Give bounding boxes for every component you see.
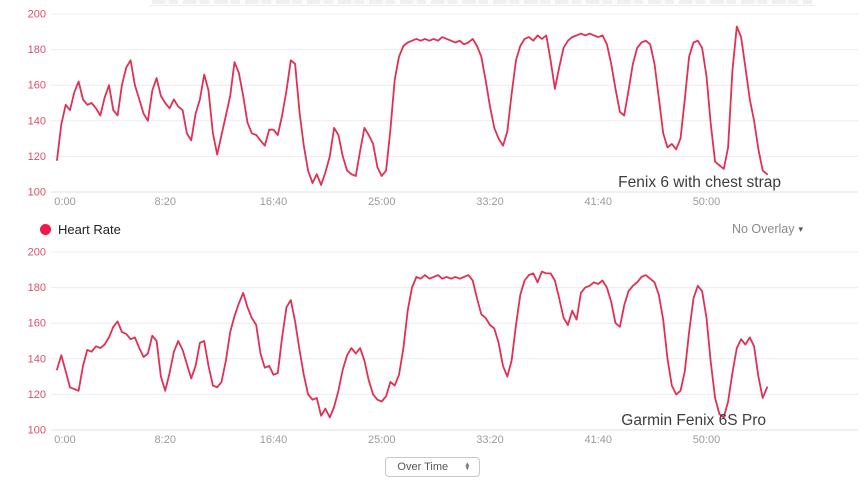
heart-rate-legend-label: Heart Rate bbox=[58, 221, 121, 237]
legend-row: Heart Rate No Overlay ▾ bbox=[0, 212, 865, 246]
y-tick-label: 120 bbox=[28, 389, 46, 401]
y-tick-label: 180 bbox=[28, 282, 46, 294]
x-tick-label: 41:40 bbox=[584, 434, 612, 446]
x-tick-label: 33:20 bbox=[476, 196, 504, 208]
x-tick-label: 8:20 bbox=[155, 434, 176, 446]
x-tick-label: 50:00 bbox=[693, 434, 721, 446]
y-tick-label: 140 bbox=[28, 353, 46, 365]
heart-rate-dot-icon bbox=[40, 223, 51, 235]
heart-rate-legend: Heart Rate bbox=[40, 222, 121, 237]
x-tick-label: 16:40 bbox=[260, 434, 288, 446]
overlay-dropdown[interactable]: No Overlay ▾ bbox=[732, 222, 803, 236]
x-tick-label: 8:20 bbox=[155, 196, 176, 208]
clipped-header-remnant bbox=[152, 0, 812, 4]
x-tick-label: 41:40 bbox=[584, 196, 612, 208]
chevron-down-icon: ▾ bbox=[798, 223, 803, 234]
y-tick-label: 120 bbox=[28, 151, 46, 163]
x-tick-label: 25:00 bbox=[368, 434, 396, 446]
y-tick-label: 100 bbox=[28, 187, 46, 199]
heart-rate-line bbox=[56, 25, 768, 186]
footer-bar: Over Time ▲ ▼ bbox=[0, 446, 865, 487]
time-axis-select[interactable]: Over Time ▲ ▼ bbox=[385, 457, 480, 477]
x-tick-label: 25:00 bbox=[368, 196, 396, 208]
chart-title: Garmin Fenix 6S Pro bbox=[621, 412, 766, 429]
clipped-header-rule bbox=[150, 5, 814, 6]
x-tick-label: 0:00 bbox=[54, 434, 75, 446]
heart-rate-chart-bottom[interactable]: 100 120 140 160 180 200 0:00 8:20 16:40 25:00 33:2… bbox=[0, 246, 865, 446]
y-tick-label: 200 bbox=[28, 9, 46, 21]
x-tick-label: 33:20 bbox=[476, 434, 504, 446]
y-tick-label: 160 bbox=[28, 318, 46, 330]
y-tick-label: 140 bbox=[28, 115, 46, 127]
y-tick-label: 160 bbox=[28, 80, 46, 92]
y-tick-label: 180 bbox=[28, 44, 46, 56]
heart-rate-chart-top[interactable]: 100 120 140 160 180 200 0:00 8:20 16:40 25:00 33:2… bbox=[0, 0, 865, 212]
x-tick-label: 0:00 bbox=[54, 196, 75, 208]
heart-rate-line bbox=[56, 270, 768, 419]
x-tick-label: 50:00 bbox=[693, 196, 721, 208]
overlay-dropdown-label: No Overlay bbox=[731, 222, 795, 236]
y-tick-label: 200 bbox=[28, 247, 46, 259]
x-tick-label: 16:40 bbox=[260, 196, 288, 208]
time-axis-select-value: Over Time bbox=[397, 461, 449, 473]
chart-title: Fenix 6 with chest strap bbox=[618, 174, 781, 191]
select-stepper-icon: ▲ ▼ bbox=[464, 460, 471, 472]
y-tick-label: 100 bbox=[28, 425, 46, 437]
